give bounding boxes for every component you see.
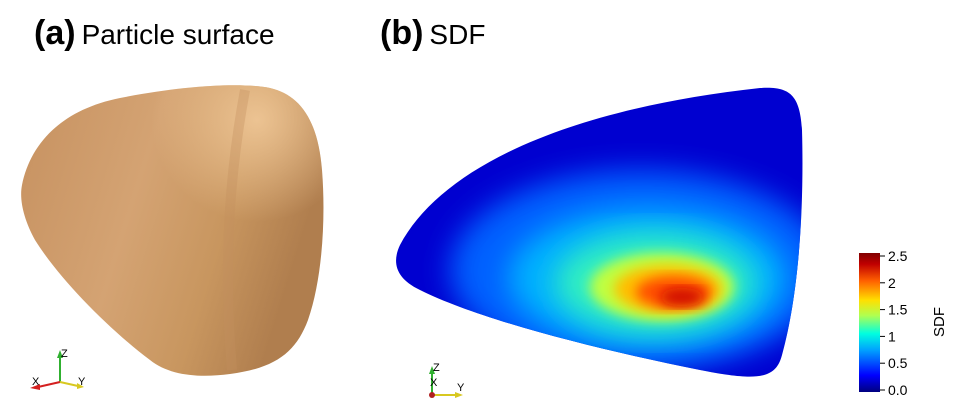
colorbar-tick-label: 0.5	[888, 355, 908, 371]
y-axis-arrow-icon	[77, 383, 84, 389]
z-axis-arrow-icon	[57, 350, 63, 358]
colorbar-ticks: 2.5 2 1.5 1 0.5 0.0	[880, 248, 908, 398]
colorbar-label: SDF	[931, 307, 948, 337]
panel-b-letter: (b)	[380, 14, 424, 52]
colorbar-tick-label: 2.5	[888, 248, 908, 264]
panel-b-name: SDF	[429, 19, 486, 50]
triad-b-x-label: X	[430, 377, 438, 389]
colorbar-tick-label: 1.5	[888, 302, 908, 318]
triad-a-z-label: Z	[61, 348, 68, 360]
x-axis-arrow-icon	[30, 384, 40, 390]
axes-triad-b: Z X Y	[429, 362, 465, 398]
colorbar-tick-label: 2	[888, 275, 896, 291]
z-axis-arrow-icon	[429, 366, 435, 374]
triad-a-y-label: Y	[78, 376, 86, 388]
triad-b-y-label: Y	[457, 382, 465, 394]
sdf-cross-section	[396, 87, 803, 377]
axes-triad-a: Z X Y	[30, 348, 86, 390]
panel-a-name: Particle surface	[81, 19, 275, 50]
panel-b-title: (b) SDF	[380, 14, 485, 53]
triad-a-x-label: X	[32, 376, 40, 388]
panel-a-title: (a) Particle surface	[34, 14, 275, 53]
x-axis-point-icon	[429, 392, 435, 398]
y-axis-arrow-icon	[455, 392, 463, 398]
panel-a-letter: (a)	[34, 14, 76, 52]
triad-b-z-label: Z	[433, 362, 440, 374]
colorbar-tick-label: 1	[888, 328, 896, 344]
y-axis-line	[59, 381, 79, 387]
x-axis-line	[37, 381, 61, 388]
colorbar-gradient	[859, 253, 880, 392]
colorbar-tick-label: 0.0	[888, 382, 908, 398]
particle-surface	[21, 85, 324, 376]
sdf-colorbar: 2.5 2 1.5 1 0.5 0.0 SDF	[859, 248, 948, 398]
